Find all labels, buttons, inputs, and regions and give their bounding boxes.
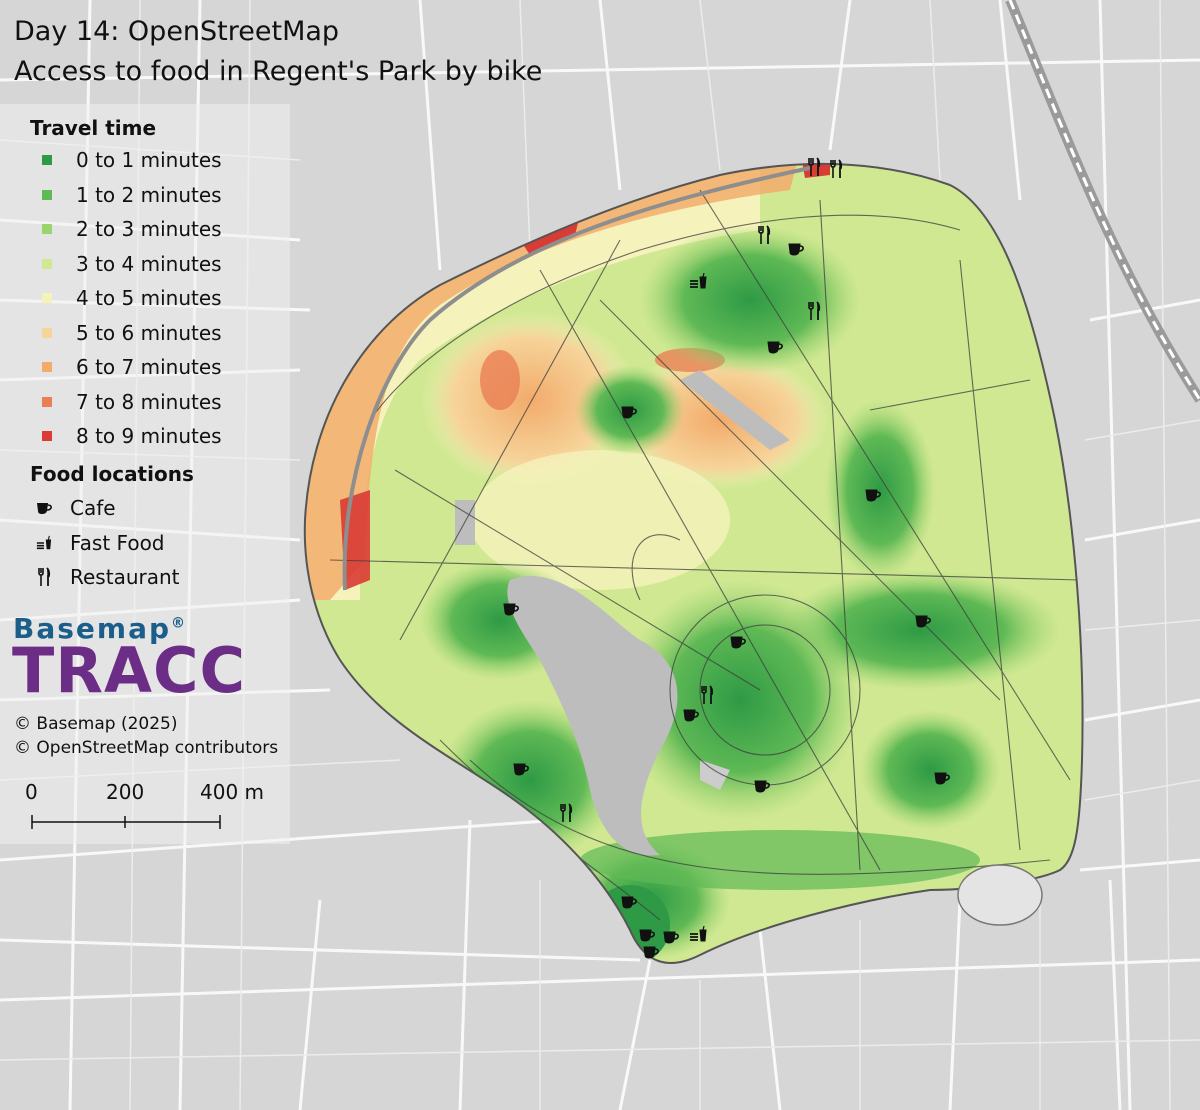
legend-swatch <box>42 189 52 200</box>
food-legend-item: Cafe <box>36 496 116 520</box>
legend-swatch <box>42 431 52 441</box>
canal <box>342 166 811 591</box>
basemap-credit: © Basemap (2025) <box>14 714 178 734</box>
scale-label-200: 200 <box>106 780 145 804</box>
cup-marker-icon <box>621 896 637 909</box>
travel-time-legend-item: 0 to 1 minutes <box>42 148 222 172</box>
fast-food-icon <box>36 533 52 553</box>
legend-swatch <box>42 224 52 234</box>
travel-time-legend-item: 3 to 4 minutes <box>42 252 222 276</box>
food-locations-heading: Food locations <box>30 462 194 486</box>
legend-swatch <box>42 396 52 407</box>
cup-marker-icon <box>503 603 519 616</box>
cup-marker-icon <box>788 243 804 256</box>
cup-marker-icon <box>767 341 783 354</box>
outer-circle-road <box>303 162 1084 964</box>
cup-marker-icon <box>513 763 529 776</box>
legend-label: Fast Food <box>70 530 165 555</box>
fast-food-marker-icon <box>690 926 707 942</box>
travel-time-legend-item: 4 to 5 minutes <box>42 286 222 310</box>
travel-time-legend-item: 1 to 2 minutes <box>42 183 222 207</box>
legend-label: 3 to 4 minutes <box>76 251 222 276</box>
legend-label: 5 to 6 minutes <box>76 320 222 345</box>
fork-knife-marker-icon <box>808 157 821 176</box>
legend-label: 1 to 2 minutes <box>76 182 222 207</box>
fork-knife-marker-icon <box>560 803 573 822</box>
fork-knife-marker-icon <box>701 685 714 704</box>
legend-label: Cafe <box>70 496 116 520</box>
legend-label: 4 to 5 minutes <box>76 286 222 310</box>
scale-bar <box>31 815 221 829</box>
legend-swatch <box>42 258 52 269</box>
cup-marker-icon <box>754 780 770 793</box>
tracc-logo: TRACC <box>12 634 247 707</box>
food-legend-item: Fast Food <box>36 531 165 555</box>
legend-label: 7 to 8 minutes <box>76 389 222 414</box>
cup-icon <box>36 498 52 518</box>
cup-marker-icon <box>663 931 679 944</box>
fork-knife-icon <box>36 567 52 587</box>
legend-label: 8 to 9 minutes <box>76 424 222 448</box>
map-subtitle: Access to food in Regent's Park by bike <box>14 56 543 87</box>
inner-circle-garden <box>957 864 1043 926</box>
map-title: Day 14: OpenStreetMap <box>14 16 340 47</box>
legend-swatch <box>42 155 52 165</box>
travel-time-legend-item: 8 to 9 minutes <box>42 424 222 448</box>
fork-knife-marker-icon <box>830 159 843 178</box>
cup-marker-icon <box>865 489 881 502</box>
travel-time-legend-item: 5 to 6 minutes <box>42 321 222 345</box>
cup-marker-icon <box>730 636 746 649</box>
legend-label: 2 to 3 minutes <box>76 217 222 241</box>
cup-marker-icon <box>639 929 655 942</box>
legend-label: 6 to 7 minutes <box>76 355 222 379</box>
food-markers <box>503 157 950 959</box>
travel-time-legend-item: 6 to 7 minutes <box>42 355 222 379</box>
legend-swatch <box>42 293 52 303</box>
travel-time-legend-item: 2 to 3 minutes <box>42 217 222 241</box>
cup-marker-icon <box>683 709 699 722</box>
scale-label-0: 0 <box>25 780 38 804</box>
legend-label: 0 to 1 minutes <box>76 148 222 172</box>
legend-swatch <box>42 327 52 338</box>
fork-knife-marker-icon <box>758 225 771 244</box>
fast-food-marker-icon <box>690 273 707 289</box>
travel-time-heading: Travel time <box>30 116 157 140</box>
basemap-logo: Basemap® <box>13 612 186 645</box>
food-legend-item: Restaurant <box>36 565 180 589</box>
scale-label-400: 400 m <box>200 780 265 804</box>
travel-time-legend-item: 7 to 8 minutes <box>42 390 222 414</box>
cup-marker-icon <box>643 946 659 959</box>
osm-credit: © OpenStreetMap contributors <box>14 738 279 758</box>
cup-marker-icon <box>934 772 950 785</box>
legend-label: Restaurant <box>70 565 180 589</box>
cup-marker-icon <box>915 615 931 628</box>
legend-swatch <box>42 362 52 372</box>
fork-knife-marker-icon <box>808 301 821 320</box>
cup-marker-icon <box>621 406 637 419</box>
